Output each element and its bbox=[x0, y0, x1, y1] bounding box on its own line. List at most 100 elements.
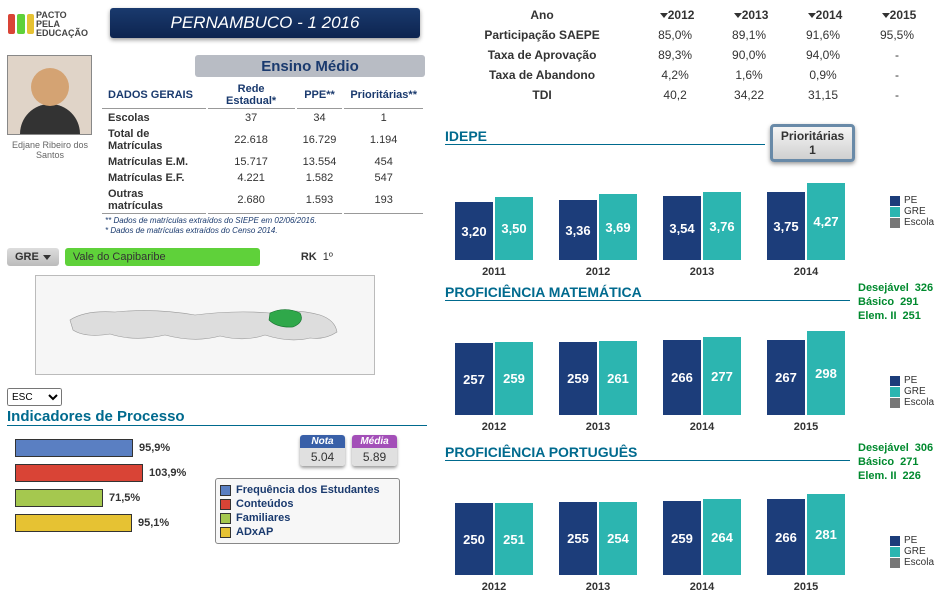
year-label: 2015 bbox=[767, 421, 845, 433]
bar-pair: 3,754,272014 bbox=[767, 183, 845, 260]
media-badge-head: Média bbox=[352, 435, 397, 448]
benchmark: Desejável326 bbox=[858, 282, 933, 294]
chart-legend-row: PE bbox=[890, 535, 934, 546]
legend-label: Escola bbox=[904, 557, 934, 568]
gre-label[interactable]: GRE bbox=[7, 248, 59, 266]
port-chart: 2502512012255254201325926420142662812015 bbox=[455, 485, 845, 575]
mat-chart: 2572592012259261201326627720142672982015 bbox=[455, 325, 845, 415]
chart-legend-row: Escola bbox=[890, 217, 934, 228]
bar-pair: 2672982015 bbox=[767, 331, 845, 415]
chart-legend-row: Escola bbox=[890, 397, 934, 408]
mat-title: PROFICIÊNCIA MATEMÁTICA bbox=[445, 284, 850, 301]
year-col-header[interactable]: 2015 bbox=[861, 6, 933, 24]
media-badge: Média 5.89 bbox=[352, 435, 397, 466]
table-row: Matrículas E.F.4.2211.582547 bbox=[102, 171, 423, 185]
bar-pair: 2552542013 bbox=[559, 502, 637, 575]
esc-select[interactable]: ESC bbox=[7, 388, 62, 406]
legend-swatch bbox=[220, 485, 231, 496]
gre-row: GRE Vale do Capibaribe RK 1º bbox=[7, 248, 333, 266]
legend-swatch bbox=[220, 499, 231, 510]
legend-swatch bbox=[220, 513, 231, 524]
dados-col-header: PPE** bbox=[297, 82, 343, 109]
processo-legend-row: Familiares bbox=[220, 511, 395, 525]
bar-escola: 254 bbox=[599, 502, 637, 575]
year-col-header[interactable]: 2013 bbox=[713, 6, 785, 24]
footnote-1: ** Dados de matrículas extraídos do SIEP… bbox=[105, 216, 317, 225]
processo-bar-label: 95,9% bbox=[139, 442, 170, 454]
table-row: Escolas37341 bbox=[102, 111, 423, 125]
year-label: 2014 bbox=[767, 266, 845, 278]
processo-bar bbox=[15, 464, 143, 482]
processo-bar-label: 71,5% bbox=[109, 492, 140, 504]
processo-bar-row: 95,1% bbox=[15, 510, 186, 535]
year-col-header[interactable]: 2014 bbox=[787, 6, 859, 24]
year-col-header[interactable]: Ano bbox=[447, 6, 637, 24]
chart-legend-row: PE bbox=[890, 375, 934, 386]
bar-pair: 3,543,762013 bbox=[663, 192, 741, 260]
processo-legend: Frequência dos EstudantesConteúdosFamili… bbox=[215, 478, 400, 544]
dados-col-header: DADOS GERAIS bbox=[102, 82, 206, 109]
logo: PACTOPELA EDUCAÇÃO bbox=[8, 4, 88, 44]
chevron-down-icon bbox=[43, 255, 51, 260]
bar-pair: 2592612013 bbox=[559, 341, 637, 415]
processo-bar bbox=[15, 514, 132, 532]
benchmark: Básico271 bbox=[858, 456, 918, 468]
legend-label: Conteúdos bbox=[236, 498, 293, 510]
chevron-down-icon bbox=[734, 13, 742, 18]
logo-icon-yellow bbox=[27, 14, 34, 34]
legend-label: Escola bbox=[904, 217, 934, 228]
media-badge-value: 5.89 bbox=[352, 448, 397, 466]
avatar-name: Edjane Ribeiro dos Santos bbox=[0, 140, 100, 160]
rk-value: 1º bbox=[323, 251, 333, 263]
table-row: Outras matrículas2.6801.593193 bbox=[102, 187, 423, 214]
bar-pe: 255 bbox=[559, 502, 597, 575]
table-row: Matrículas E.M.15.71713.554454 bbox=[102, 155, 423, 169]
legend-label: ADxAP bbox=[236, 526, 273, 538]
dados-col-header: Prioritárias** bbox=[344, 82, 423, 109]
page-title: PERNAMBUCO - 1 2016 bbox=[110, 8, 420, 38]
bar-pe: 259 bbox=[663, 501, 701, 575]
prioritarias-badge: Prioritárias 1 bbox=[770, 124, 855, 162]
footnote-2: * Dados de matrículas extraídos do Censo… bbox=[105, 226, 278, 235]
legend-label: PE bbox=[904, 535, 917, 546]
idepe-legend: PEGREEscola bbox=[890, 195, 934, 228]
processo-bars: 95,9%103,9%71,5%95,1% bbox=[15, 435, 186, 535]
year-col-header[interactable]: 2012 bbox=[639, 6, 711, 24]
legend-swatch bbox=[890, 207, 900, 217]
bar-escola: 261 bbox=[599, 341, 637, 415]
nota-badge-value: 5.04 bbox=[300, 448, 345, 466]
year-label: 2012 bbox=[455, 581, 533, 593]
bar-pe: 3,20 bbox=[455, 202, 493, 260]
legend-swatch bbox=[890, 536, 900, 546]
legend-label: Familiares bbox=[236, 512, 290, 524]
bar-pair: 2502512012 bbox=[455, 503, 533, 575]
legend-label: GRE bbox=[904, 386, 926, 397]
legend-label: GRE bbox=[904, 546, 926, 557]
processo-title: Indicadores de Processo bbox=[7, 408, 427, 426]
prioritarias-value: 1 bbox=[773, 143, 852, 157]
avatar-head bbox=[31, 68, 69, 106]
legend-swatch bbox=[890, 196, 900, 206]
year-label: 2015 bbox=[767, 581, 845, 593]
bar-pe: 257 bbox=[455, 343, 493, 415]
legend-label: PE bbox=[904, 195, 917, 206]
chart-legend-row: Escola bbox=[890, 557, 934, 568]
bar-pe: 3,75 bbox=[767, 192, 805, 260]
bar-escola: 4,27 bbox=[807, 183, 845, 260]
benchmark: Elem. II226 bbox=[858, 470, 921, 482]
chart-legend-row: PE bbox=[890, 195, 934, 206]
page-subtitle: Ensino Médio bbox=[195, 55, 425, 77]
bar-pair: 3,203,502011 bbox=[455, 197, 533, 260]
bar-pair: 2662772014 bbox=[663, 337, 741, 415]
bar-pe: 3,54 bbox=[663, 196, 701, 260]
idepe-chart: 3,203,5020113,363,6920123,543,7620133,75… bbox=[455, 170, 845, 260]
bar-escola: 264 bbox=[703, 499, 741, 575]
legend-swatch bbox=[890, 218, 900, 228]
legend-swatch bbox=[890, 387, 900, 397]
table-row: Total de Matrículas22.61816.7291.194 bbox=[102, 127, 423, 153]
table-row: Participação SAEPE85,0%89,1%91,6%95,5% bbox=[447, 26, 933, 44]
processo-legend-row: ADxAP bbox=[220, 525, 395, 539]
legend-label: PE bbox=[904, 375, 917, 386]
state-map bbox=[35, 275, 375, 375]
nota-badge-head: Nota bbox=[300, 435, 345, 448]
